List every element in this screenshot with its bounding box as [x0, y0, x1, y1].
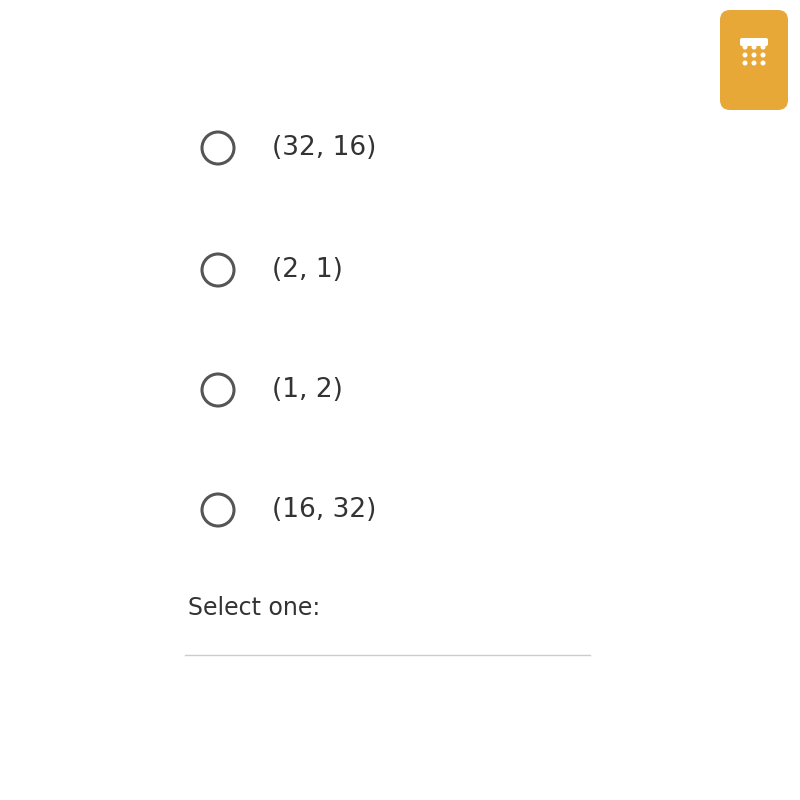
- Circle shape: [751, 61, 757, 66]
- Text: (1, 2): (1, 2): [272, 377, 343, 403]
- Text: (2, 1): (2, 1): [272, 257, 343, 283]
- Text: (16, 32): (16, 32): [272, 497, 376, 523]
- Circle shape: [751, 53, 757, 58]
- Circle shape: [761, 61, 766, 66]
- Circle shape: [751, 45, 757, 50]
- Circle shape: [742, 61, 747, 66]
- Circle shape: [742, 53, 747, 58]
- Text: (32, 16): (32, 16): [272, 135, 376, 161]
- Circle shape: [761, 53, 766, 58]
- Text: Select one:: Select one:: [188, 596, 320, 620]
- Circle shape: [761, 45, 766, 50]
- FancyBboxPatch shape: [720, 10, 788, 110]
- Circle shape: [742, 45, 747, 50]
- FancyBboxPatch shape: [740, 38, 768, 46]
